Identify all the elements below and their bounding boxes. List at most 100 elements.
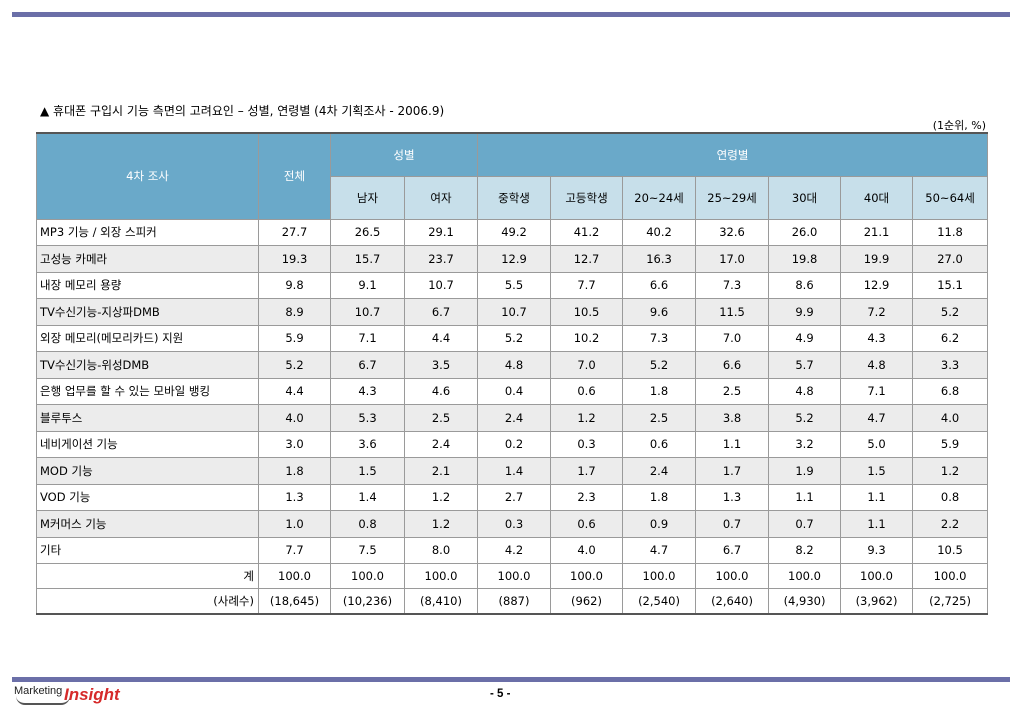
top-divider-bar bbox=[12, 12, 1010, 17]
row-label: MP3 기능 / 외장 스피커 bbox=[36, 218, 259, 246]
table-cell: 15.7 bbox=[330, 245, 405, 273]
table-cell: (2,540) bbox=[622, 588, 697, 615]
table-cell: 4.4 bbox=[258, 377, 331, 405]
table-cell: 4.8 bbox=[840, 351, 914, 379]
table-cell: (18,645) bbox=[258, 588, 331, 615]
table-cell: 5.0 bbox=[840, 430, 914, 458]
table-cell: 2.4 bbox=[403, 430, 479, 458]
table-cell: 1.9 bbox=[768, 457, 842, 485]
table-cell: 5.5 bbox=[477, 271, 552, 299]
row-label: 고성능 카메라 bbox=[36, 245, 259, 273]
table-cell: 6.7 bbox=[330, 351, 405, 379]
table-cell: 5.9 bbox=[258, 324, 331, 352]
table-cell: 0.3 bbox=[550, 430, 624, 458]
table-cell: 41.2 bbox=[550, 218, 624, 246]
header-survey: 4차 조사 bbox=[36, 132, 259, 220]
table-cell: 7.7 bbox=[258, 536, 331, 564]
table-cell: 7.2 bbox=[840, 298, 914, 326]
table-cell: 0.2 bbox=[477, 430, 552, 458]
table-cell: 1.2 bbox=[403, 510, 479, 538]
table-cell: 4.0 bbox=[912, 404, 989, 432]
table-cell: 17.0 bbox=[695, 245, 770, 273]
table-cell: 2.4 bbox=[477, 404, 552, 432]
table-cell: 4.7 bbox=[840, 404, 914, 432]
table-cell: (10,236) bbox=[330, 588, 405, 615]
table-cell: 5.2 bbox=[258, 351, 331, 379]
table-row: 네비게이션 기능 3.0 3.6 2.4 0.2 0.3 0.6 1.1 3.2 5.0 5.9 bbox=[36, 430, 989, 458]
row-label: TV수신기능-지상파DMB bbox=[36, 298, 259, 326]
table-cell: 23.7 bbox=[403, 245, 479, 273]
row-label: 기타 bbox=[36, 536, 259, 564]
table-cell: 27.7 bbox=[258, 218, 331, 246]
logo-insight-text: Insight bbox=[64, 685, 120, 704]
header-age-50-64: 50~64세 bbox=[912, 175, 989, 220]
table-cell: 1.2 bbox=[550, 404, 624, 432]
table-cell: 6.7 bbox=[403, 298, 479, 326]
table-cell: 5.3 bbox=[330, 404, 405, 432]
table-cell: 9.3 bbox=[840, 536, 914, 564]
table-cell: 10.5 bbox=[912, 536, 989, 564]
table-cell: 1.7 bbox=[550, 457, 624, 485]
table-cell: (8,410) bbox=[403, 588, 479, 615]
table-cell: 9.1 bbox=[330, 271, 405, 299]
table-cell: 4.6 bbox=[403, 377, 479, 405]
table-cell: 4.3 bbox=[840, 324, 914, 352]
table-row: 은행 업무를 할 수 있는 모바일 뱅킹 4.4 4.3 4.6 0.4 0.6 1.8 2.… bbox=[36, 377, 989, 405]
table-cell: 11.5 bbox=[695, 298, 770, 326]
table-cell: 0.7 bbox=[695, 510, 770, 538]
table-row: TV수신기능-지상파DMB 8.9 10.7 6.7 10.7 10.5 9.6 11.5 9.… bbox=[36, 298, 989, 326]
table-cell: 2.3 bbox=[550, 483, 624, 511]
table-cell: (2,640) bbox=[695, 588, 770, 615]
table-cell: 0.8 bbox=[912, 483, 989, 511]
table-cell: 7.1 bbox=[330, 324, 405, 352]
cases-row: (사례수) (18,645) (10,236) (8,410) (887) (962) (2… bbox=[36, 588, 989, 615]
total-row: 계 100.0 100.0 100.0 100.0 100.0 100.0 100.0 100.… bbox=[36, 563, 989, 589]
table-cell: 26.5 bbox=[330, 218, 405, 246]
table-cell: 5.7 bbox=[768, 351, 842, 379]
table-cell: 8.6 bbox=[768, 271, 842, 299]
table-cell: 10.7 bbox=[403, 271, 479, 299]
table-cell: 1.2 bbox=[403, 483, 479, 511]
table-cell: 4.0 bbox=[258, 404, 331, 432]
table-cell: 4.8 bbox=[768, 377, 842, 405]
table-cell: 1.0 bbox=[258, 510, 331, 538]
table-cell: 100.0 bbox=[550, 563, 624, 589]
table-cell: 3.3 bbox=[912, 351, 989, 379]
row-label: 외장 메모리(메모리카드) 지원 bbox=[36, 324, 259, 352]
table-title: ▲ 휴대폰 구입시 기능 측면의 고려요인 – 성별, 연령별 (4차 기획조사… bbox=[40, 104, 445, 118]
table-cell: 0.9 bbox=[622, 510, 697, 538]
table-cell: 5.2 bbox=[477, 324, 552, 352]
table-cell: 26.0 bbox=[768, 218, 842, 246]
unit-label: (1순위, %) bbox=[932, 119, 986, 132]
header-age-20-24: 20~24세 bbox=[622, 175, 697, 220]
table-cell: 4.8 bbox=[477, 351, 552, 379]
table-cell: (887) bbox=[477, 588, 552, 615]
header-age-30s: 30대 bbox=[768, 175, 842, 220]
table-cell: 1.5 bbox=[330, 457, 405, 485]
row-label: 네비게이션 기능 bbox=[36, 430, 259, 458]
table-cell: 100.0 bbox=[477, 563, 552, 589]
table-cell: 7.3 bbox=[622, 324, 697, 352]
table-cell: 7.7 bbox=[550, 271, 624, 299]
cases-row-label: (사례수) bbox=[36, 588, 259, 615]
table-cell: 19.3 bbox=[258, 245, 331, 273]
table-cell: 9.6 bbox=[622, 298, 697, 326]
table-cell: 1.4 bbox=[477, 457, 552, 485]
table-cell: 5.2 bbox=[622, 351, 697, 379]
table-cell: 6.2 bbox=[912, 324, 989, 352]
table-cell: 19.8 bbox=[768, 245, 842, 273]
table-cell: 8.2 bbox=[768, 536, 842, 564]
table-cell: 19.9 bbox=[840, 245, 914, 273]
table-cell: 29.1 bbox=[403, 218, 479, 246]
table-cell: 8.0 bbox=[403, 536, 479, 564]
total-row-label: 계 bbox=[36, 563, 259, 589]
table-cell: (3,962) bbox=[840, 588, 914, 615]
table-cell: 27.0 bbox=[912, 245, 989, 273]
table-cell: 6.8 bbox=[912, 377, 989, 405]
logo-marketing-text: Marketing bbox=[14, 685, 63, 697]
row-label: 내장 메모리 용량 bbox=[36, 271, 259, 299]
table-cell: 0.6 bbox=[550, 510, 624, 538]
table-cell: 40.2 bbox=[622, 218, 697, 246]
table-cell: 1.3 bbox=[258, 483, 331, 511]
table-cell: 9.8 bbox=[258, 271, 331, 299]
